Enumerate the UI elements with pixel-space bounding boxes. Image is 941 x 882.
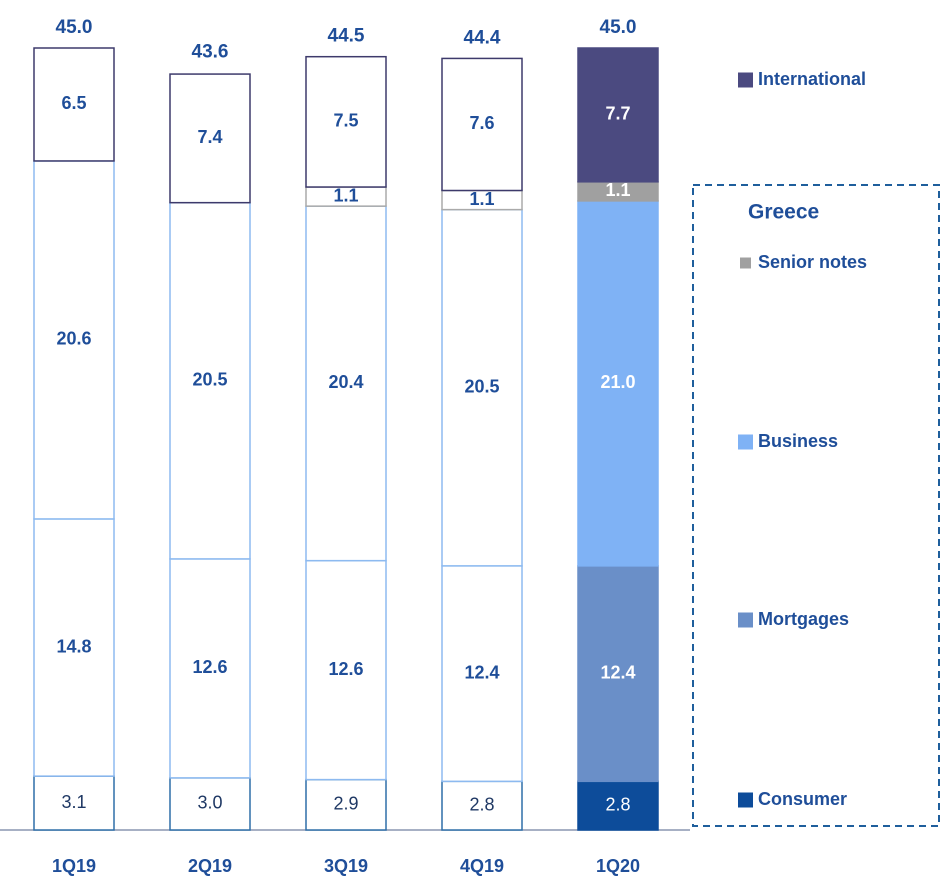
legend-swatch [738,72,753,88]
value-label: 6.5 [61,93,86,113]
value-label: 1.1 [605,180,630,200]
value-label: 2.8 [469,794,494,814]
bar-segment [169,73,251,204]
value-label: 7.5 [333,111,358,131]
bar-segment [169,777,251,831]
bar-segment [169,558,251,779]
bar-segment [305,778,387,831]
value-label: 7.7 [605,104,630,124]
bar-segment [305,205,387,562]
legend-group-title: Greece [748,201,819,224]
value-label: 12.4 [464,662,499,682]
bar-segment [305,55,387,188]
bar-segment [169,201,251,560]
legend-label: Business [758,431,838,451]
total-label: 44.5 [328,26,365,47]
bar-segment [33,518,115,777]
value-label: 7.6 [469,113,494,133]
bar-segment [577,565,659,783]
bar-segment [33,47,115,162]
value-label: 2.8 [605,794,630,814]
total-label: 44.4 [464,27,501,48]
value-label: 20.5 [192,370,227,390]
value-label: 12.6 [192,657,227,677]
legend-label: Mortgages [758,609,849,629]
value-label: 1.1 [469,189,494,209]
total-label: 43.6 [192,41,229,62]
legend-label: Consumer [758,789,847,809]
x-tick-label: 2Q19 [188,856,232,876]
legend-swatch [740,257,751,269]
value-label: 2.9 [333,794,358,814]
bar-segment [33,775,115,831]
legend-label: International [758,69,866,89]
bar-segment [441,780,523,831]
value-label: 20.5 [464,376,499,396]
legend-swatch [738,792,753,808]
legend-swatch [738,434,753,450]
bar-segment [577,47,659,183]
value-label: 20.4 [328,372,363,392]
value-label: 12.6 [328,659,363,679]
legend-swatch [738,612,753,628]
bar-segment [441,208,523,567]
value-label: 20.6 [56,329,91,349]
bar-segment [577,200,659,567]
value-label: 1.1 [333,185,358,205]
x-tick-label: 1Q19 [52,856,96,876]
total-label: 45.0 [56,17,93,38]
bar-segment [577,780,659,831]
x-tick-label: 4Q19 [460,856,504,876]
value-label: 3.1 [61,792,86,812]
greece-box [692,184,940,827]
value-label: 14.8 [56,636,91,656]
value-label: 3.0 [197,793,222,813]
legend-label: Senior notes [758,252,867,272]
bar-segment [441,57,523,192]
value-label: 12.4 [600,662,635,682]
x-tick-label: 3Q19 [324,856,368,876]
bar-segment [305,559,387,781]
x-tick-label: 1Q20 [596,856,640,876]
total-label: 45.0 [600,17,637,38]
value-label: 7.4 [197,127,222,147]
value-label: 21.0 [600,372,635,392]
